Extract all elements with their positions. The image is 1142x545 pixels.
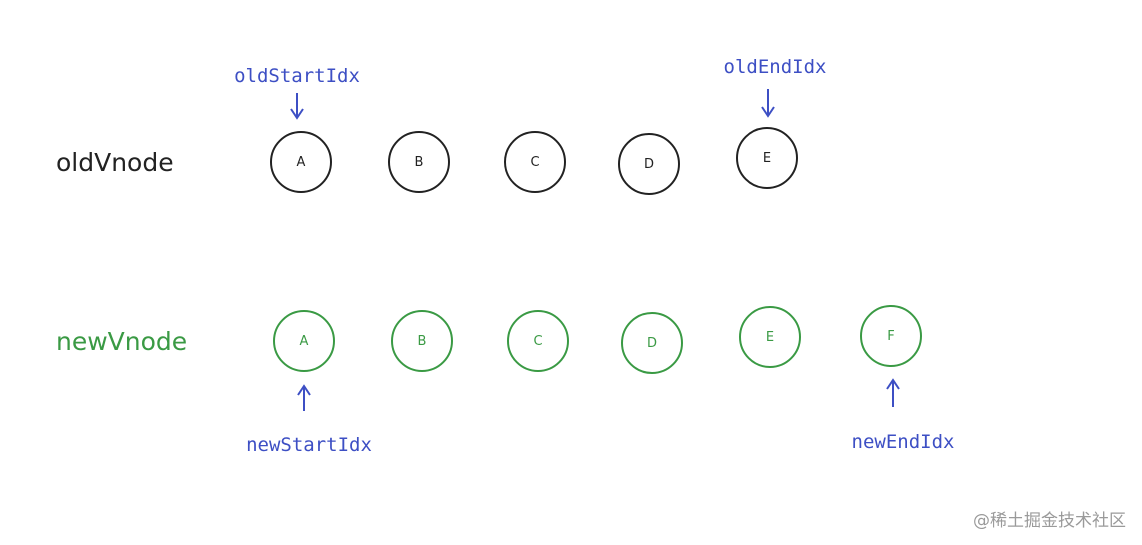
new-vnode-label: newVnode (56, 327, 188, 356)
new-node-e: E (739, 306, 801, 368)
new-node-a: A (273, 310, 335, 372)
watermark: @稀土掘金技术社区 (973, 511, 1126, 531)
arrow-up-icon (297, 384, 311, 411)
arrow-down-icon (761, 89, 775, 118)
old-node-a: A (270, 131, 332, 193)
new-node-f: F (860, 305, 922, 367)
old-end-idx-label: oldEndIdx (723, 56, 827, 78)
old-start-idx-label: oldStartIdx (234, 65, 360, 87)
old-node-b: B (388, 131, 450, 193)
arrow-down-icon (290, 93, 304, 120)
new-node-b: B (391, 310, 453, 372)
old-node-d: D (618, 133, 680, 195)
old-node-c: C (504, 131, 566, 193)
old-node-e: E (736, 127, 798, 189)
new-node-d: D (621, 312, 683, 374)
new-end-idx-label: newEndIdx (851, 431, 955, 453)
new-start-idx-label: newStartIdx (246, 434, 372, 456)
arrow-up-icon (886, 378, 900, 407)
new-node-c: C (507, 310, 569, 372)
old-vnode-label: oldVnode (56, 148, 174, 177)
